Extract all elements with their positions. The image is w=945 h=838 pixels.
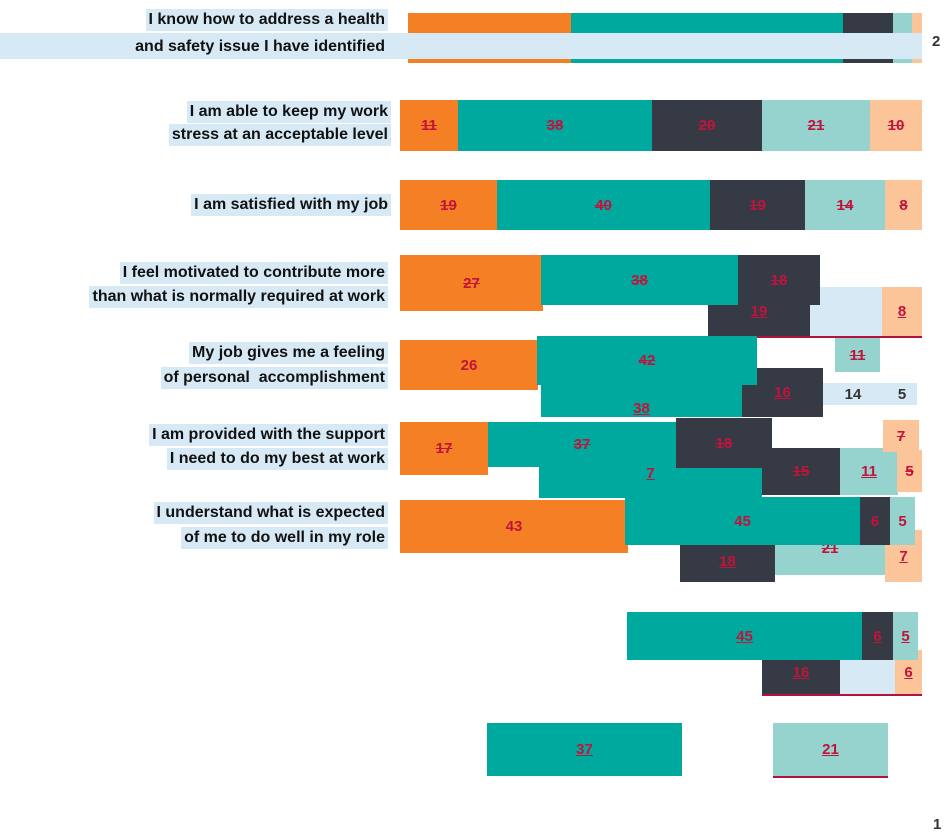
segment: 26 <box>400 340 538 390</box>
statement: My job gives me a feeling <box>189 342 388 364</box>
segment: 45 <box>627 612 862 660</box>
segment: 14 <box>805 180 885 230</box>
statement: stress at an acceptable level <box>168 124 391 146</box>
segment: 8 <box>885 180 922 230</box>
segment: 7 <box>539 465 762 498</box>
statement: I know how to address a health <box>145 9 388 31</box>
segment: 11 <box>840 448 898 495</box>
statement: I am provided with the support <box>149 424 388 446</box>
segment: 20 <box>652 100 762 151</box>
segment: 45 <box>625 497 860 545</box>
segment: 11 <box>835 338 880 372</box>
statement: I am satisfied with my job <box>191 194 391 216</box>
segment: 11 <box>400 100 458 151</box>
segment: 5 <box>897 450 922 492</box>
rule <box>708 336 922 338</box>
segment: 27 <box>400 255 543 311</box>
statement: of me to do well in my role <box>181 527 388 549</box>
segment <box>840 660 895 694</box>
segment: 8 <box>882 287 922 336</box>
rule <box>773 776 888 778</box>
statement: of personal accomplishment <box>160 367 388 389</box>
statement: I am able to keep my work <box>186 101 391 123</box>
segment: 21 <box>762 100 870 151</box>
value-text: 5 <box>897 385 907 403</box>
segment: 19 <box>710 180 805 230</box>
statement: I feel motivated to contribute more <box>119 262 388 284</box>
segment: 21 <box>775 540 885 575</box>
segment: 5 <box>893 612 918 660</box>
slide-number: 1 <box>933 816 942 833</box>
segment: 21 <box>773 723 888 776</box>
segment: 18 <box>738 255 820 305</box>
segment: 5 <box>890 497 915 545</box>
segment: 18 <box>676 418 772 468</box>
segment: 43 <box>400 500 628 553</box>
segment <box>810 287 882 336</box>
segment: 19 <box>400 180 497 230</box>
segment: 18 <box>680 540 775 582</box>
side-label: 2 <box>932 33 941 50</box>
segment: 6 <box>862 612 893 660</box>
segment: 37 <box>487 723 682 776</box>
segment <box>823 383 917 405</box>
segment: 17 <box>400 422 488 475</box>
segment: 40 <box>497 180 710 230</box>
rule <box>762 694 922 696</box>
segment: 6 <box>860 497 890 545</box>
segment: 37 <box>488 422 676 467</box>
value-text: 14 <box>844 385 862 403</box>
statement: I need to do my best at work <box>166 448 388 470</box>
segment: 38 <box>458 100 652 151</box>
statement: I understand what is expected <box>153 502 388 524</box>
segment: 7 <box>883 420 919 452</box>
segment: 10 <box>870 100 922 151</box>
segment: 15 <box>762 448 840 495</box>
segment: 38 <box>541 255 738 305</box>
segment: 42 <box>537 336 757 385</box>
statement: than what is normally required at work <box>89 286 388 308</box>
statement: and safety issue I have identified <box>132 36 388 58</box>
